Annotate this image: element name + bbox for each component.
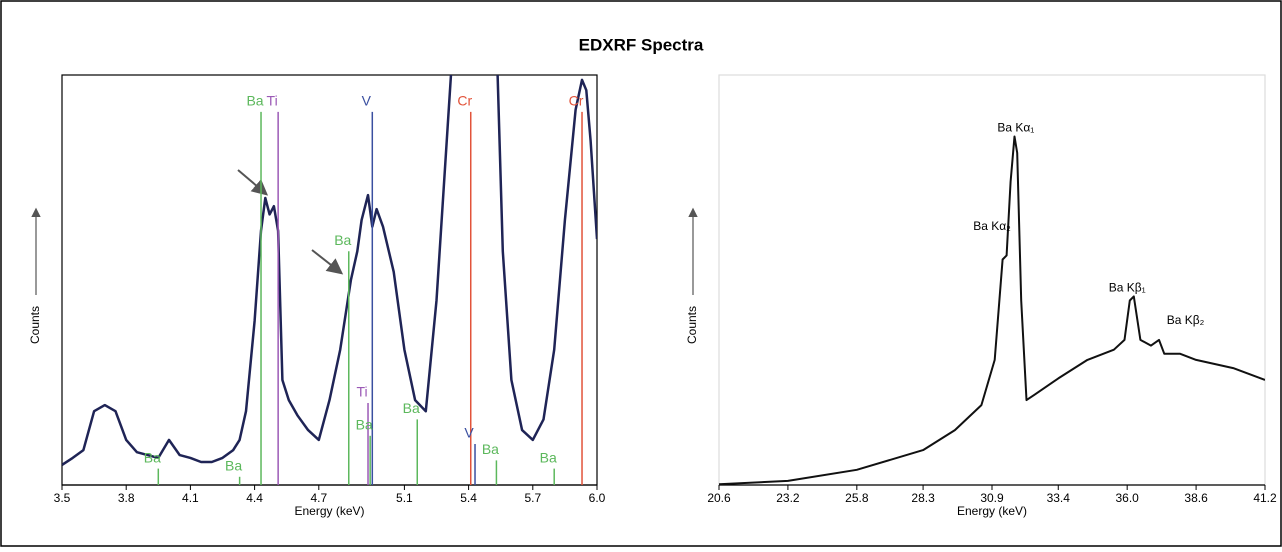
x-tick-label: 30.9 [980,491,1004,505]
x-tick-label: 6.0 [589,491,606,505]
element-label: Ba [225,458,242,474]
x-tick-label: 3.5 [54,491,71,505]
peak-label: Ba Kβ₁ [1109,280,1146,294]
x-axis-label: Energy (keV) [957,504,1027,518]
x-tick-label: 20.6 [707,491,731,505]
element-label: Ba [482,441,499,457]
peak-label: Ba Kα₂ [973,219,1011,233]
spectrum-line [62,75,597,466]
x-tick-label: 4.7 [310,491,327,505]
element-label: Ti [267,93,278,109]
x-tick-label: 28.3 [911,491,935,505]
x-tick-label: 25.8 [845,491,869,505]
x-tick-label: 5.1 [396,491,413,505]
x-tick-label: 38.6 [1184,491,1208,505]
y-axis-label: Counts [28,306,42,344]
plot-area [719,135,1265,485]
element-label: Ba [144,449,161,465]
element-label: Ti [356,384,367,400]
element-label: Cr [569,93,584,109]
x-tick-label: 23.2 [776,491,800,505]
element-label: V [362,93,372,109]
element-label: Ba [403,400,420,416]
y-axis-label: Counts [685,306,699,344]
element-label: Cr [457,93,472,109]
x-tick-label: 4.1 [182,491,199,505]
x-tick-label: 41.2 [1253,491,1277,505]
element-label: Ba [540,449,557,465]
x-tick-label: 33.4 [1047,491,1071,505]
element-label: Ba [334,232,351,248]
element-label: Ba [246,93,263,109]
x-tick-label: 4.4 [246,491,263,505]
x-tick-label: 3.8 [118,491,135,505]
element-label: Ba [356,417,373,433]
peak-label: Ba Kβ₂ [1167,313,1205,327]
x-axis-label: Energy (keV) [294,504,364,518]
x-tick-label: 5.7 [524,491,541,505]
peak-label: Ba Kα₁ [997,120,1034,134]
x-tick-label: 5.4 [460,491,477,505]
plot-area [62,75,597,466]
arrow [311,249,344,275]
spectrum-line [719,135,1265,485]
x-tick-label: 36.0 [1115,491,1139,505]
figure-title: EDXRF Spectra [579,35,704,54]
element-label: V [464,425,474,441]
